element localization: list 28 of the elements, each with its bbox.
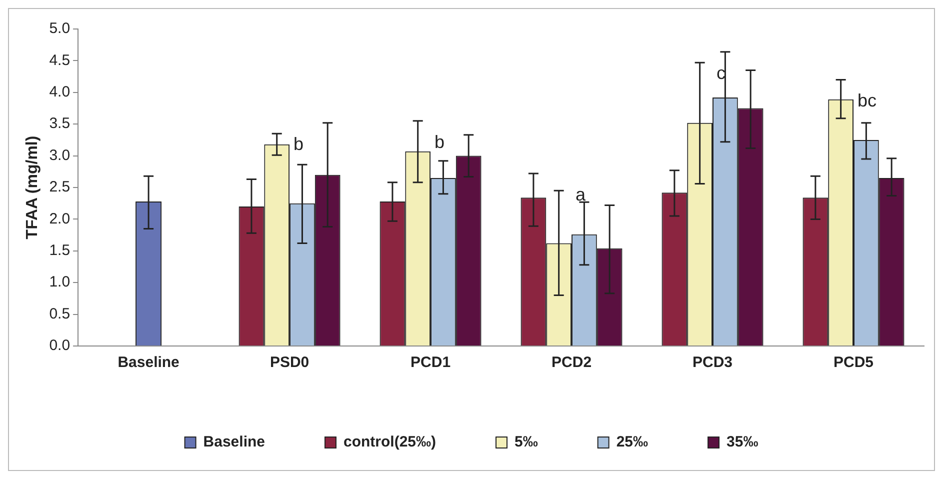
- y-tick-label: 4.0: [49, 84, 70, 101]
- y-tick-label: 1.0: [49, 274, 70, 291]
- annotation: a: [576, 184, 587, 205]
- legend-label: 35‰: [726, 434, 758, 451]
- y-tick-label: 3.0: [49, 146, 70, 164]
- annotation: c: [716, 62, 726, 83]
- y-tick-label: 3.5: [49, 115, 70, 132]
- legend-label: 25‰: [616, 434, 648, 451]
- y-tick-label: 2.0: [49, 210, 70, 228]
- y-tick-label: 5.0: [49, 20, 70, 38]
- x-tick-label: PCD5: [833, 354, 874, 372]
- x-tick-label: PCD1: [410, 354, 451, 372]
- annotation: b: [434, 132, 445, 152]
- x-tick-label: PCD2: [552, 354, 592, 372]
- x-tick-label: PCD3: [692, 354, 733, 372]
- x-tick-label: Baseline: [118, 354, 180, 372]
- legend-label: control(25‰): [343, 434, 436, 451]
- y-tick-label: 1.5: [49, 242, 70, 260]
- legend-label: 5‰: [514, 434, 538, 451]
- annotation: b: [294, 134, 304, 154]
- legend-label: Baseline: [203, 434, 265, 451]
- y-tick-label: 0.5: [49, 305, 70, 322]
- y-tick-label: 4.5: [49, 52, 70, 69]
- x-tick-label: PSD0: [270, 354, 310, 372]
- y-axis-title: TFAA (mg/ml): [24, 136, 42, 240]
- y-tick-label: 2.5: [49, 178, 70, 196]
- y-tick-label: 0.0: [49, 337, 70, 354]
- annotation: bc: [858, 90, 877, 111]
